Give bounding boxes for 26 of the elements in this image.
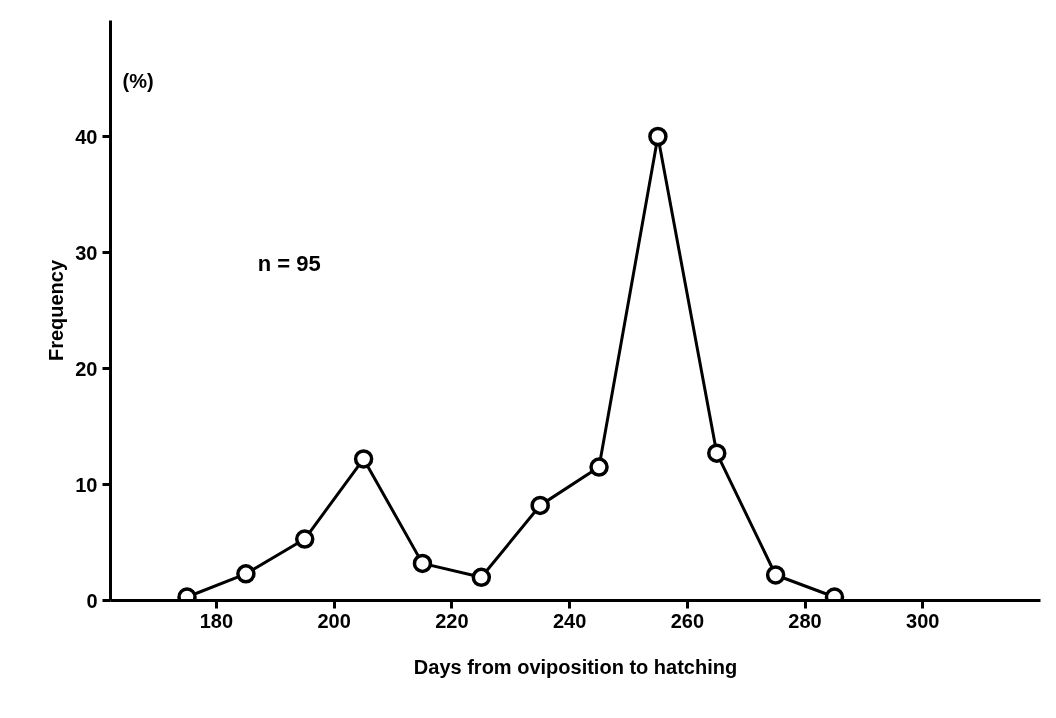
y-tick-label: 40 [75, 125, 98, 148]
point [353, 449, 374, 469]
point [765, 565, 786, 585]
point [648, 126, 668, 147]
y-tick-label: 30 [75, 241, 98, 264]
point [294, 529, 315, 549]
x-tick-label: 280 [788, 609, 822, 632]
point [412, 553, 433, 574]
point [236, 564, 256, 584]
x-tick-label: 220 [435, 609, 469, 632]
y-axis-title: Frequency [45, 259, 68, 362]
x-tick-label: 260 [670, 609, 705, 632]
y-tick-label: 0 [86, 589, 98, 612]
annotation: (%) [122, 69, 154, 92]
x-tick-label: 240 [552, 609, 587, 632]
x-axis-title: Days from oviposition to hatching [413, 655, 738, 678]
y-tick-label: 20 [75, 357, 98, 380]
point [707, 443, 727, 463]
point [589, 457, 609, 477]
y-tick-label: 10 [75, 473, 98, 496]
point [471, 567, 492, 588]
x-tick-label: 300 [906, 609, 940, 632]
annotation: n = 95 [257, 250, 321, 276]
point [530, 495, 550, 516]
x-tick-label: 200 [317, 609, 351, 632]
x-tick-label: 180 [199, 609, 234, 632]
